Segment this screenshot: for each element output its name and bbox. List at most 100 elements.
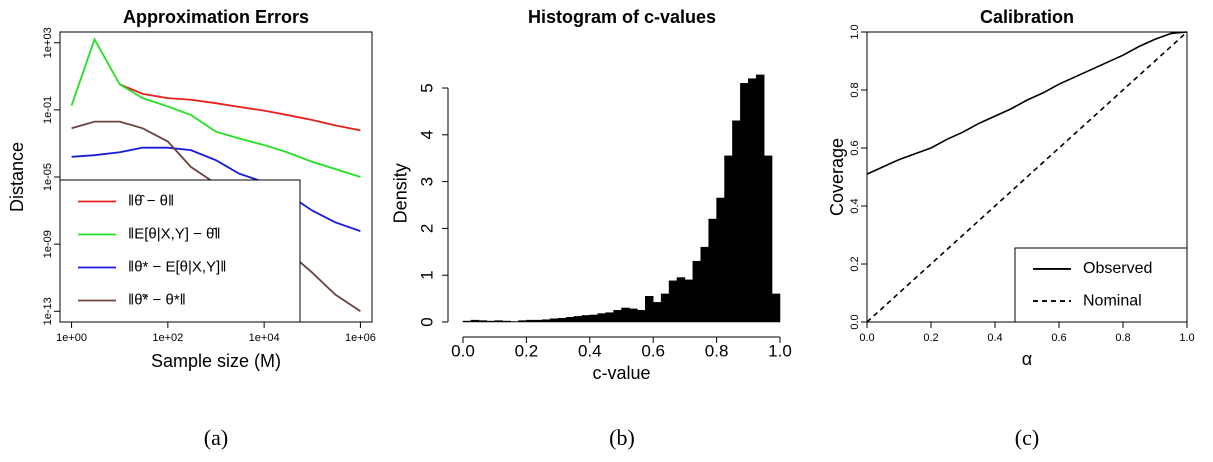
chart-title: Calibration [980, 7, 1074, 27]
histogram-bar [518, 320, 527, 323]
histogram-bar [748, 78, 757, 323]
chart-title: Approximation Errors [123, 7, 309, 27]
histogram-bar [478, 320, 488, 323]
legend-label: Observed [1083, 260, 1152, 277]
x-tick-label: 1.0 [1179, 332, 1194, 344]
y-tick-label: 1e-09 [42, 230, 54, 258]
x-tick-label: 0.0 [859, 332, 874, 344]
histogram-bar [755, 74, 765, 323]
y-tick-label: 5 [417, 83, 436, 92]
histogram-bar [573, 316, 583, 323]
x-axis-label: c-value [592, 363, 650, 383]
histogram-bar [652, 302, 662, 323]
histogram-bar [684, 279, 694, 323]
histogram-bar [589, 314, 598, 323]
x-tick-label: 0.4 [987, 332, 1002, 344]
y-axis-label: Distance [7, 142, 27, 212]
histogram-bar [613, 310, 622, 323]
y-tick-label: 1 [417, 270, 436, 279]
histogram-bar [676, 277, 686, 323]
data-line [119, 83, 361, 132]
x-tick-label: 1e+00 [56, 332, 87, 344]
histogram-bar [637, 310, 646, 323]
y-tick-label: 1.0 [849, 24, 861, 39]
legend-label: ‖θ̂ − θ‖ [128, 192, 174, 209]
histogram-bar [565, 317, 575, 323]
histogram-bar [629, 308, 638, 323]
histogram-bar [597, 313, 606, 323]
x-axis-label: α [1022, 349, 1032, 369]
histogram-bar [621, 307, 630, 323]
x-tick-label: 1e+04 [249, 332, 280, 344]
data-line [866, 31, 1188, 175]
histogram-bar [771, 293, 781, 323]
caption: (c) [1015, 425, 1039, 450]
caption: (b) [609, 425, 635, 450]
y-tick-label: 0.8 [849, 82, 861, 97]
y-tick-label: 1e-13 [42, 297, 54, 325]
legend-label: ‖E[θ|X,Y] − θ̂‖ [128, 225, 221, 242]
x-tick-label: 1e+02 [152, 332, 183, 344]
histogram-bar [724, 155, 733, 323]
x-tick-label: 0.8 [1115, 332, 1130, 344]
y-tick-label: 0 [417, 317, 436, 326]
histogram-bar [486, 320, 495, 323]
y-tick-label: 0.4 [849, 198, 861, 213]
y-tick-label: 3 [417, 177, 436, 186]
histogram-bar [494, 320, 503, 323]
caption: (a) [204, 425, 228, 450]
x-tick-label: 0.6 [641, 341, 665, 360]
x-tick-label: 0.6 [1051, 332, 1066, 344]
histogram-bar [692, 260, 702, 323]
histogram-bar [732, 120, 741, 323]
x-tick-label: 0.2 [515, 341, 539, 360]
x-tick-label: 0.4 [578, 341, 602, 360]
histogram-bar [700, 246, 709, 323]
x-tick-label: 0.2 [923, 332, 938, 344]
histogram-bar [763, 155, 773, 323]
x-axis-label: Sample size (M) [151, 351, 281, 371]
histogram-bar [470, 319, 480, 323]
y-tick-label: 0.0 [849, 314, 861, 329]
histogram-bar [526, 319, 535, 323]
histogram-bar [740, 83, 749, 323]
y-tick-label: 0.6 [849, 140, 861, 155]
y-tick-label: 2 [417, 224, 436, 233]
histogram-bar [534, 319, 543, 323]
legend-box [59, 179, 301, 323]
histogram-bar [557, 318, 567, 323]
histogram-bar [660, 293, 670, 323]
x-tick-label: 1e+06 [345, 332, 376, 344]
histogram-bar [502, 320, 511, 323]
y-tick-label: 4 [417, 130, 436, 139]
legend-label: Nominal [1083, 292, 1142, 309]
histogram-bar [549, 318, 559, 323]
chart: Calibration α Coverage (c) 0.0 0.2 0.4 0.6 0.8 1.… [827, 7, 1195, 450]
histogram-bar [605, 312, 614, 323]
legend-label: ‖θ* − E[θ|X,Y]‖ [128, 258, 226, 275]
y-tick-label: 1e-05 [42, 163, 54, 191]
chart: Histogram of c-values c-value Density (b) 0.… [391, 7, 792, 450]
data-line [70, 37, 361, 178]
x-tick-label: 0.8 [705, 341, 729, 360]
histogram-bar [708, 218, 717, 323]
histogram-bar [462, 320, 472, 323]
y-axis-label: Coverage [827, 138, 847, 216]
y-tick-label: 1e+03 [42, 27, 54, 58]
legend-box [1014, 247, 1188, 323]
histogram-bar [645, 296, 654, 323]
histogram-bar [668, 280, 678, 323]
chart: Approximation Errors Sample size (M) Dista… [7, 7, 376, 450]
y-tick-label: 0.2 [849, 256, 861, 271]
y-tick-label: 1e-01 [42, 96, 54, 124]
data-line [71, 146, 361, 232]
histogram-bar [716, 197, 725, 323]
histogram-bar [542, 319, 551, 323]
x-tick-label: 0.0 [451, 341, 475, 360]
legend-label: ‖θ̃* − θ*‖ [128, 292, 186, 309]
chart-title: Histogram of c-values [528, 7, 716, 27]
histogram-bar [581, 315, 591, 323]
y-axis-label: Density [391, 163, 411, 223]
x-tick-label: 1.0 [768, 341, 792, 360]
